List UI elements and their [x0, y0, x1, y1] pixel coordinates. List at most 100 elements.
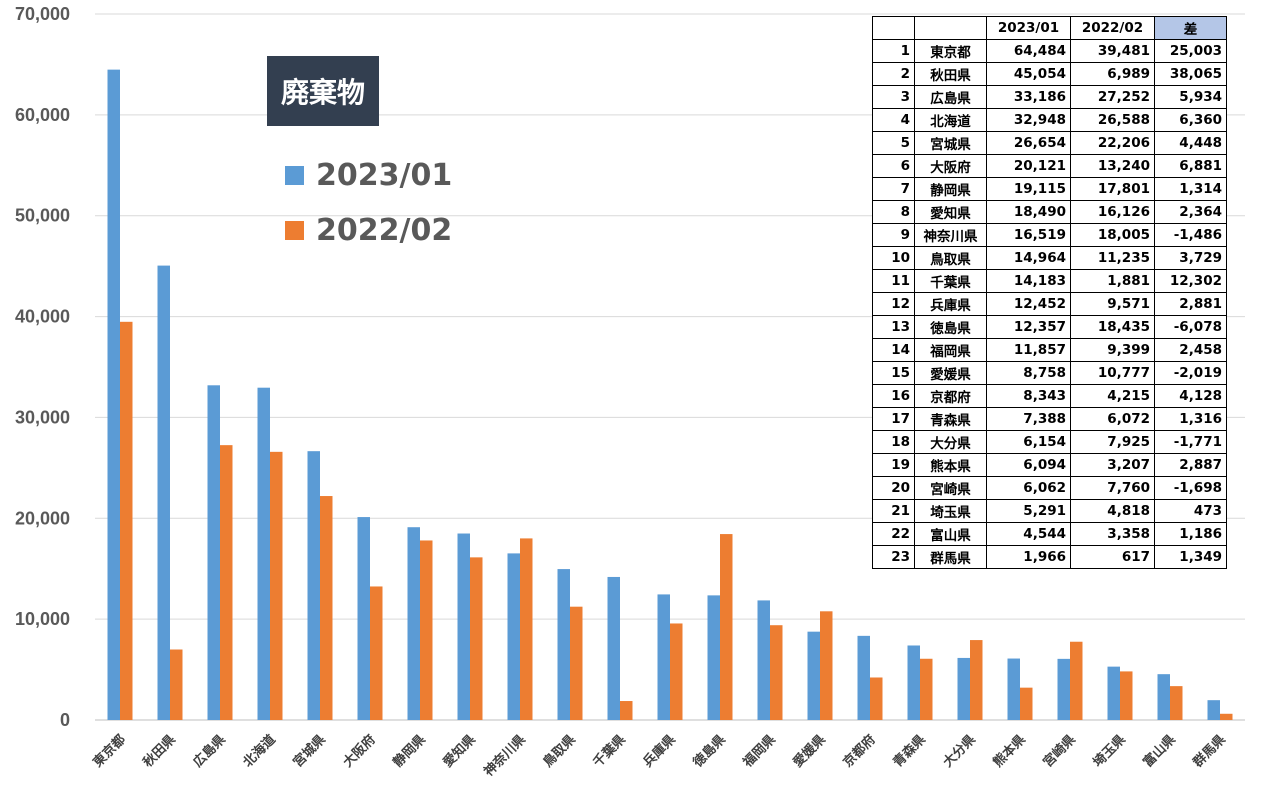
bar-2022-02	[670, 623, 683, 720]
cell-prefecture: 富山県	[914, 522, 987, 546]
bar-2023-01	[1207, 700, 1220, 720]
cell-diff: 5,934	[1154, 85, 1227, 109]
bar-2022-02	[720, 534, 733, 720]
cell-2022-02: 17,801	[1070, 177, 1155, 201]
cell-diff: 1,314	[1154, 177, 1227, 201]
cell-diff: 6,360	[1154, 108, 1227, 132]
cell-rank: 1	[872, 39, 915, 63]
bar-2022-02	[870, 677, 883, 720]
cell-2023-01: 33,186	[986, 85, 1071, 109]
legend-label-2022-02: 2022/02	[316, 212, 453, 248]
table-row: 7 静岡県 19,115 17,801 1,314	[872, 177, 1227, 201]
cell-2022-02: 7,925	[1070, 430, 1155, 454]
table-body: 1 東京都 64,484 39,481 25,003 2 秋田県 45,054 6,989 38,…	[872, 39, 1227, 569]
table-row: 4 北海道 32,948 26,588 6,360	[872, 108, 1227, 132]
cell-prefecture: 福岡県	[914, 338, 987, 362]
cell-rank: 16	[872, 384, 915, 408]
cell-rank: 5	[872, 131, 915, 155]
cell-2022-02: 4,215	[1070, 384, 1155, 408]
cell-prefecture: 愛媛県	[914, 361, 987, 385]
cell-rank: 3	[872, 85, 915, 109]
cell-prefecture: 北海道	[914, 108, 987, 132]
cell-2023-01: 16,519	[986, 223, 1071, 247]
cell-prefecture: 埼玉県	[914, 499, 987, 523]
table-row: 14 福岡県 11,857 9,399 2,458	[872, 338, 1227, 362]
cell-diff: 2,887	[1154, 453, 1227, 477]
bar-2023-01	[157, 265, 170, 720]
cell-2022-02: 1,881	[1070, 269, 1155, 293]
cell-prefecture: 大分県	[914, 430, 987, 454]
cell-diff: 4,128	[1154, 384, 1227, 408]
cell-diff: 473	[1154, 499, 1227, 523]
table-row: 9 神奈川県 16,519 18,005 -1,486	[872, 223, 1227, 247]
bar-2023-01	[1107, 666, 1120, 720]
bar-2022-02	[1020, 687, 1033, 720]
x-tick-label: 大分県	[940, 732, 979, 771]
y-axis-ticks: 0 10,000 20,000 30,000 40,000 50,000 60,000 70,…	[15, 4, 70, 730]
cell-2022-02: 26,588	[1070, 108, 1155, 132]
bar-2023-01	[407, 527, 420, 720]
table-row: 3 広島県 33,186 27,252 5,934	[872, 85, 1227, 109]
cell-rank: 20	[872, 476, 915, 500]
x-tick-label: 広島県	[190, 732, 229, 771]
bar-2023-01	[557, 569, 570, 720]
cell-diff: 1,316	[1154, 407, 1227, 431]
cell-prefecture: 熊本県	[914, 453, 987, 477]
x-tick-label: 宮崎県	[1040, 732, 1079, 771]
cell-2023-01: 6,062	[986, 476, 1071, 500]
bar-2022-02	[220, 445, 233, 720]
bar-2023-01	[307, 451, 320, 720]
header-prefecture	[914, 16, 987, 40]
cell-rank: 8	[872, 200, 915, 224]
cell-rank: 7	[872, 177, 915, 201]
cell-diff: -1,698	[1154, 476, 1227, 500]
cell-2023-01: 7,388	[986, 407, 1071, 431]
x-tick-label: 富山県	[1140, 732, 1179, 771]
cell-2022-02: 11,235	[1070, 246, 1155, 270]
table-row: 21 埼玉県 5,291 4,818 473	[872, 499, 1227, 523]
cell-2023-01: 32,948	[986, 108, 1071, 132]
cell-2022-02: 6,072	[1070, 407, 1155, 431]
bar-2023-01	[807, 631, 820, 720]
cell-rank: 6	[872, 154, 915, 178]
cell-2023-01: 12,357	[986, 315, 1071, 339]
data-table: 2023/01 2022/02 差 1 東京都 64,484 39,481 25,003…	[872, 16, 1227, 569]
legend-item-2022-02: 2022/02	[285, 210, 452, 250]
table-row: 19 熊本県 6,094 3,207 2,887	[872, 453, 1227, 477]
cell-rank: 21	[872, 499, 915, 523]
x-tick-label: 大阪府	[340, 732, 379, 771]
cell-diff: 2,881	[1154, 292, 1227, 316]
header-rank	[872, 16, 915, 40]
table-row: 13 徳島県 12,357 18,435 -6,078	[872, 315, 1227, 339]
x-tick-label: 秋田県	[140, 732, 179, 771]
x-tick-label: 福岡県	[739, 732, 779, 772]
x-tick-label: 徳島県	[689, 732, 729, 772]
table-row: 16 京都府 8,343 4,215 4,128	[872, 384, 1227, 408]
bar-2022-02	[1120, 671, 1133, 720]
x-tick-label: 兵庫県	[640, 732, 679, 771]
cell-prefecture: 静岡県	[914, 177, 987, 201]
x-tick-label: 北海道	[240, 732, 279, 771]
cell-2022-02: 4,818	[1070, 499, 1155, 523]
table-row: 6 大阪府 20,121 13,240 6,881	[872, 154, 1227, 178]
cell-2023-01: 14,183	[986, 269, 1071, 293]
cell-2023-01: 19,115	[986, 177, 1071, 201]
cell-prefecture: 広島県	[914, 85, 987, 109]
bar-2023-01	[357, 517, 370, 720]
bar-2023-01	[607, 576, 620, 720]
bar-2023-01	[707, 595, 720, 720]
bar-2022-02	[1070, 641, 1083, 720]
chart-title: 廃棄物	[267, 56, 379, 126]
cell-2023-01: 12,452	[986, 292, 1071, 316]
cell-2022-02: 3,207	[1070, 453, 1155, 477]
y-tick-label: 0	[60, 710, 70, 730]
cell-2022-02: 9,399	[1070, 338, 1155, 362]
x-tick-label: 神奈川県	[481, 732, 529, 780]
cell-2023-01: 14,964	[986, 246, 1071, 270]
bar-2023-01	[907, 645, 920, 720]
legend: 2023/01 2022/02	[285, 155, 452, 265]
y-tick-label: 40,000	[15, 307, 70, 327]
cell-rank: 4	[872, 108, 915, 132]
cell-prefecture: 宮崎県	[914, 476, 987, 500]
cell-diff: 2,458	[1154, 338, 1227, 362]
